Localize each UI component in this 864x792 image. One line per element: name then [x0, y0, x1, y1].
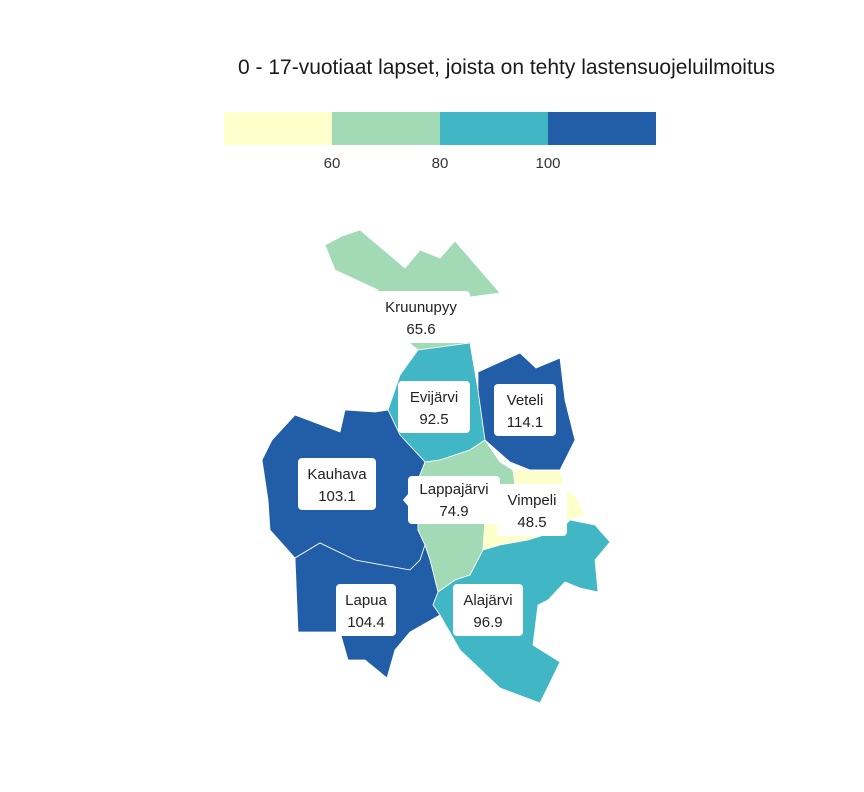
label-value: 92.5	[419, 411, 448, 428]
legend-swatch-2	[332, 112, 440, 145]
color-legend: 60 80 100	[224, 112, 656, 172]
label-value: 103.1	[318, 488, 356, 505]
legend-swatch-3	[440, 112, 548, 145]
label-evijarvi: Evijärvi 92.5	[398, 381, 470, 433]
label-kruunupyy: Kruunupyy 65.6	[372, 291, 470, 343]
label-veteli: Veteli 114.1	[494, 384, 556, 436]
map-title: 0 - 17-vuotiaat lapset, joista on tehty …	[238, 56, 775, 79]
label-value: 96.9	[473, 614, 502, 631]
label-name: Evijärvi	[410, 389, 458, 406]
label-name: Veteli	[507, 392, 544, 409]
label-name: Alajärvi	[463, 592, 512, 609]
legend-tick-100: 100	[535, 155, 561, 172]
label-value: 114.1	[507, 414, 543, 431]
legend-tick-60: 60	[323, 155, 341, 172]
label-name: Lappajärvi	[419, 481, 488, 498]
label-alajarvi: Alajärvi 96.9	[453, 584, 523, 636]
label-value: 74.9	[439, 503, 468, 520]
label-name: Vimpeli	[508, 492, 557, 509]
label-kauhava: Kauhava 103.1	[298, 458, 376, 510]
label-name: Kruunupyy	[385, 299, 457, 316]
label-name: Lapua	[345, 592, 387, 609]
label-name: Kauhava	[307, 466, 367, 483]
label-value: 104.4	[347, 614, 385, 631]
label-lappajarvi: Lappajärvi 74.9	[403, 476, 500, 524]
legend-swatch-4	[548, 112, 656, 145]
label-value: 48.5	[517, 514, 546, 531]
label-lapua: Lapua 104.4	[336, 584, 396, 636]
label-value: 65.6	[406, 321, 435, 338]
legend-tick-80: 80	[431, 155, 449, 172]
label-vimpeli: Vimpeli 48.5	[497, 484, 567, 536]
legend-swatch-1	[224, 112, 332, 145]
